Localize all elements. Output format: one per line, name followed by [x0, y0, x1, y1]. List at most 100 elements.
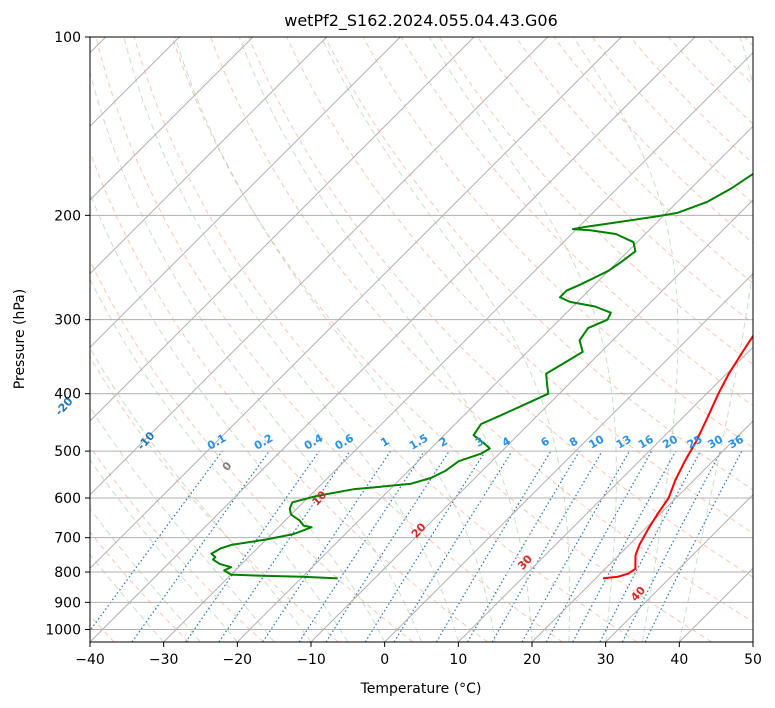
x-tick-label: −40 — [75, 652, 105, 668]
moist-adiabat — [678, 37, 753, 642]
mixing-ratio-line — [521, 450, 631, 642]
dry-adiabat — [706, 37, 753, 86]
isotherm-gridline — [90, 37, 328, 275]
moist-adiabat — [90, 507, 201, 642]
x-tick-label: 0 — [380, 652, 389, 668]
dry-adiabat — [515, 37, 753, 284]
moist-adiabat — [90, 192, 386, 642]
mixing-ratio-line — [90, 450, 223, 632]
mixing-ratio-line — [572, 450, 677, 642]
isotherm-gridline — [457, 346, 753, 642]
isotherm-gridline — [236, 125, 753, 642]
dry-adiabat — [133, 37, 638, 642]
temperature-profile-line — [602, 334, 753, 580]
x-tick-label: 30 — [597, 652, 615, 668]
y-tick-label: 900 — [54, 595, 81, 611]
moist-adiabat — [90, 459, 238, 642]
x-tick-label: 40 — [670, 652, 688, 668]
x-tick-label: −20 — [223, 652, 253, 668]
mixing-ratio-line — [466, 450, 580, 642]
mixing-ratio-label: 8 — [567, 435, 580, 450]
mixing-ratio-label: 1 — [378, 435, 391, 450]
mixing-ratio-line — [218, 450, 351, 642]
x-axis-label: Temperature (°C) — [360, 681, 482, 697]
mixing-ratio-label: 25 — [685, 433, 705, 452]
isotherm-gridline — [90, 37, 475, 422]
dry-adiabat-label: -10 — [135, 429, 158, 453]
dry-adiabat — [90, 531, 190, 642]
dry-adiabat — [90, 356, 339, 642]
y-axis-label: Pressure (hPa) — [12, 289, 28, 389]
dry-adiabat — [90, 445, 264, 642]
mixing-ratio-label: 30 — [705, 432, 725, 451]
chart-title: wetPf2_S162.2024.055.04.43.G06 — [284, 11, 558, 31]
mixing-ratio-line — [131, 450, 270, 642]
mixing-ratio-line — [599, 450, 702, 642]
mixing-ratio-line — [325, 450, 450, 642]
x-tick-label: −30 — [149, 652, 179, 668]
moist-adiabat — [90, 278, 349, 642]
dry-adiabat — [400, 37, 753, 407]
isotherm-gridline — [163, 51, 753, 642]
x-tick-label: 50 — [744, 652, 762, 668]
dewpoint-profile-line — [210, 172, 753, 580]
isotherm-gridline — [531, 420, 753, 642]
mixing-ratio-line — [644, 450, 743, 642]
mixing-ratio-line — [185, 450, 320, 642]
y-tick-label: 1000 — [45, 622, 81, 638]
moist-adiabat — [238, 37, 533, 642]
mixing-ratio-label: 16 — [636, 432, 656, 451]
y-tick-label: 100 — [54, 30, 81, 46]
isotherm-gridline — [90, 37, 401, 349]
mixing-ratio-label: 0.4 — [302, 431, 326, 452]
dry-adiabat — [553, 37, 753, 244]
moist-adiabat — [174, 37, 496, 642]
mixing-ratio-label: 0.6 — [333, 431, 357, 452]
mixing-ratio-line — [435, 450, 552, 642]
isotherm-gridline — [605, 493, 753, 642]
isotherm-gridline — [752, 641, 753, 642]
moist-adiabat — [90, 347, 312, 642]
isotherm-gridline — [384, 272, 753, 642]
dry-adiabat — [90, 150, 488, 642]
mixing-ratio-label: 2 — [437, 435, 450, 450]
dry-adiabat-label: -30 — [0, 362, 1, 386]
isotherm-gridline — [310, 199, 753, 642]
mixing-ratio-label: 0.2 — [252, 432, 275, 453]
isotherm-gridline — [90, 37, 696, 642]
dry-adiabat-label: 40 — [628, 584, 648, 604]
dry-adiabat — [438, 37, 753, 366]
y-tick-label: 600 — [54, 491, 81, 507]
y-tick-label: 800 — [54, 565, 81, 581]
dry-adiabat — [744, 37, 753, 47]
isotherm-gridline — [90, 37, 549, 496]
mixing-ratio-line — [298, 450, 425, 642]
moist-adiabat — [90, 70, 422, 642]
mixing-ratio-label: 1.5 — [407, 432, 430, 453]
isotherm-gridline — [90, 37, 622, 570]
y-tick-label: 200 — [54, 208, 81, 224]
y-tick-label: 300 — [54, 313, 81, 329]
mixing-ratio-line — [545, 450, 653, 642]
plot-frame — [89, 36, 754, 643]
mixing-ratio-line — [262, 450, 392, 642]
x-tick-label: −10 — [296, 652, 326, 668]
y-tick-label: 400 — [54, 387, 81, 403]
x-tick-label: 10 — [449, 652, 467, 668]
moist-adiabat — [320, 37, 571, 642]
mixing-ratio-label: 20 — [660, 432, 680, 451]
dry-adiabat — [668, 37, 753, 125]
y-tick-label: 700 — [54, 531, 81, 547]
mixing-ratio-line — [393, 450, 513, 642]
moist-adiabat — [90, 406, 275, 642]
dry-adiabat — [248, 37, 753, 578]
mixing-ratio-label: 10 — [587, 432, 607, 451]
isotherm-gridline — [678, 567, 753, 642]
x-tick-label: 20 — [523, 652, 541, 668]
moist-adiabat — [572, 37, 679, 642]
dry-adiabat — [591, 37, 753, 204]
y-tick-label: 500 — [54, 444, 81, 460]
dry-adiabat-label: 0 — [220, 459, 235, 474]
dry-adiabat — [210, 37, 753, 623]
mixing-ratio-label: 36 — [726, 432, 746, 451]
